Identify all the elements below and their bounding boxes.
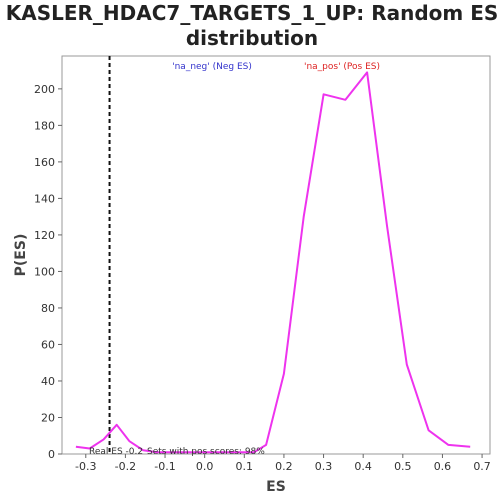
x-tick-label: 0.1 bbox=[236, 460, 254, 473]
y-tick-label: 200 bbox=[34, 83, 55, 96]
x-tick-label: 0.0 bbox=[196, 460, 214, 473]
x-tick-label: 0.7 bbox=[473, 460, 491, 473]
x-tick-label: 0.4 bbox=[354, 460, 372, 473]
pos-scores-label: Sets with pos scores: 98% bbox=[147, 447, 265, 457]
plot-area bbox=[61, 55, 491, 455]
real-es-label: Real ES -0.2 bbox=[89, 447, 143, 457]
y-tick-label: 100 bbox=[34, 265, 55, 278]
legend-pos-es: 'na_pos' (Pos ES) bbox=[304, 62, 380, 72]
x-tick-label: -0.1 bbox=[154, 460, 175, 473]
y-axis-title: P(ES) bbox=[13, 234, 29, 277]
y-tick-label: 60 bbox=[41, 338, 55, 351]
x-axis-title: ES bbox=[266, 479, 286, 495]
x-tick-label: 0.3 bbox=[315, 460, 333, 473]
y-axis: 0 20 40 60 80 100 120 140 160 180 200 bbox=[34, 83, 62, 461]
x-tick-label: 0.5 bbox=[394, 460, 412, 473]
y-tick-label: 120 bbox=[34, 229, 55, 242]
x-tick-label: -0.2 bbox=[115, 460, 136, 473]
y-tick-label: 80 bbox=[41, 302, 55, 315]
legend-neg-es: 'na_neg' (Neg ES) bbox=[172, 62, 252, 72]
x-tick-label: 0.6 bbox=[434, 460, 452, 473]
x-tick-label: -0.3 bbox=[75, 460, 96, 473]
y-tick-label: 20 bbox=[41, 411, 55, 424]
y-tick-label: 140 bbox=[34, 192, 55, 205]
x-tick-label: 0.2 bbox=[275, 460, 293, 473]
series-line bbox=[75, 71, 471, 454]
y-tick-label: 40 bbox=[41, 375, 55, 388]
y-tick-label: 160 bbox=[34, 156, 55, 169]
chart-title-line2: distribution bbox=[186, 26, 318, 50]
y-tick-label: 180 bbox=[34, 119, 55, 132]
x-axis: -0.3 -0.2 -0.1 0.0 0.1 0.2 0.3 0.4 0.5 0.6 0.7 bbox=[75, 454, 491, 473]
chart-title-line1: KASLER_HDAC7_TARGETS_1_UP: Random ES bbox=[6, 1, 499, 25]
y-tick-label: 0 bbox=[48, 448, 55, 461]
